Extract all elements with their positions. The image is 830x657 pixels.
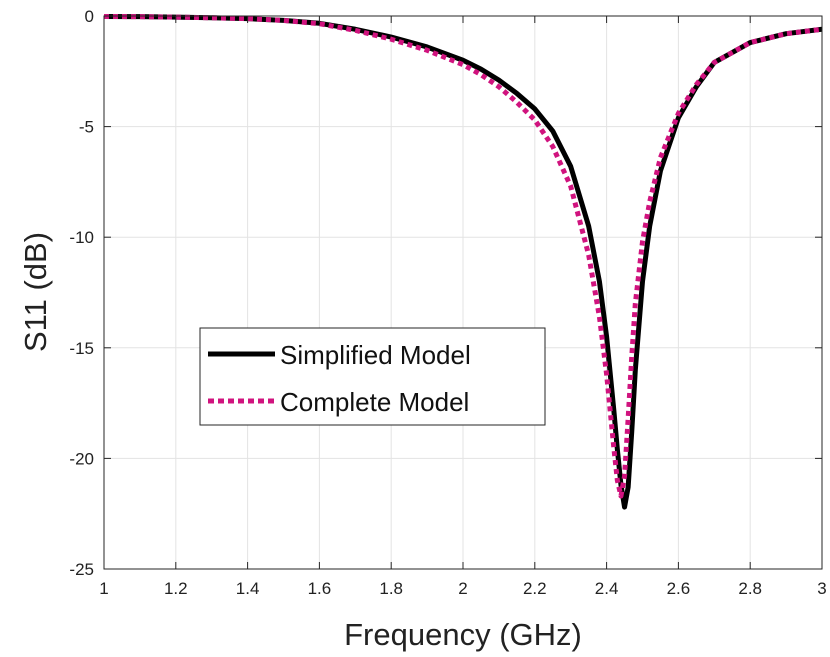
x-tick-label: 1.4: [236, 579, 260, 598]
y-tick-label: -5: [79, 118, 94, 137]
x-tick-label: 1.8: [379, 579, 403, 598]
legend-box: [199, 327, 546, 426]
x-tick-label: 2.8: [738, 579, 762, 598]
x-tick-label: 1: [99, 579, 108, 598]
tick-label-layer: 1 1.2 1.4 1.6 1.8 2 2.2 2.4 2.6 2.8 3 0 -5 -10 -15 -20 -…: [69, 7, 826, 598]
tick-layer: [103, 15, 823, 570]
x-tick-label: 2.6: [667, 579, 691, 598]
y-tick-label: -25: [69, 560, 94, 579]
y-tick-label: -10: [69, 228, 94, 247]
y-tick-label: 0: [85, 7, 94, 26]
x-tick-label: 3: [817, 579, 826, 598]
legend-label-complete: Complete Model: [280, 387, 469, 417]
x-tick-label: 1.6: [308, 579, 332, 598]
series-layer: [104, 13, 822, 510]
y-tick-label: -20: [69, 449, 94, 468]
x-tick-label: 2: [458, 579, 467, 598]
series-line-complete-model: [104, 13, 822, 499]
y-tick-label: -15: [69, 339, 94, 358]
x-tick-label: 2.4: [595, 579, 619, 598]
legend: Simplified Model Complete Model: [199, 327, 546, 426]
x-axis-label: Frequency (GHz): [344, 617, 582, 652]
legend-label-simplified: Simplified Model: [280, 340, 471, 370]
x-tick-label: 1.2: [164, 579, 188, 598]
x-tick-label: 2.2: [523, 579, 547, 598]
y-axis-label: S11 (dB): [18, 232, 53, 352]
